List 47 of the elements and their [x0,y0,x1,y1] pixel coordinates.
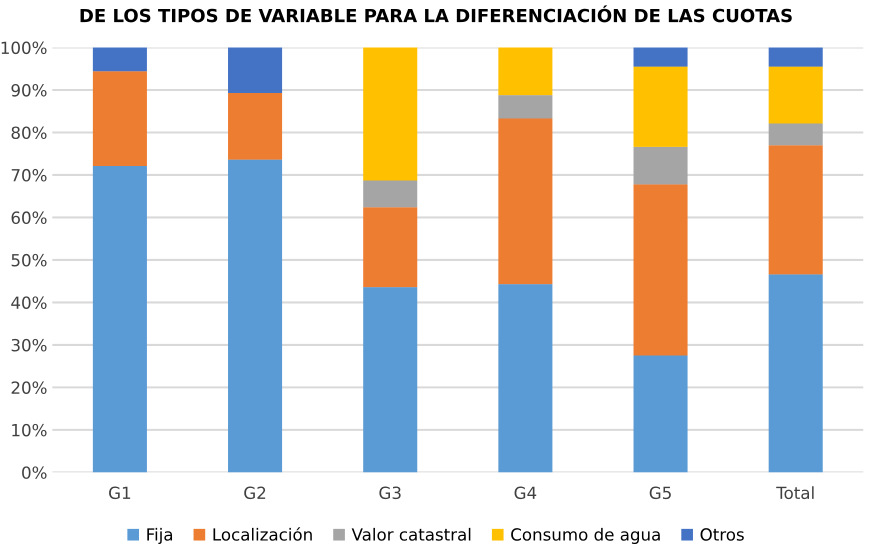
bar [363,48,418,180]
y-tick-label: 20% [12,381,47,394]
x-tick-label: G1 [109,486,130,500]
y-tick-label: 100% [2,41,47,54]
x-tick-label: G4 [514,486,536,500]
bar [498,284,552,472]
legend-label: Consumo de agua [511,528,660,544]
bar [768,124,823,146]
y-tick-label: 0% [22,466,47,479]
bar [768,274,823,472]
x-tick-label: G2 [244,486,266,500]
bar [363,207,418,288]
bar [634,66,688,147]
legend-label: Localización [214,527,312,541]
y-tick-label: 90% [11,84,47,97]
bar [228,92,282,160]
y-tick-label: 70% [12,168,47,182]
bar [228,48,282,93]
bar [92,71,147,166]
bar [768,48,823,67]
bar [634,184,688,356]
y-tick-label: 60% [12,211,47,224]
bar [768,145,823,274]
legend-label: Valor catastral [352,528,470,541]
y-tick-label: 10% [12,424,47,436]
bar [363,287,418,472]
y-tick-label: 80% [12,126,47,140]
y-tick-label: 50% [12,254,47,267]
bar [634,146,688,184]
legend-label: Otros [700,528,744,541]
bar [768,66,823,124]
y-tick-label: 30% [12,338,47,352]
legend-label: Fija [147,528,172,544]
x-tick-label: G5 [650,486,671,500]
y-tick-label: 40% [11,296,47,309]
bar [228,160,282,472]
bar [498,95,552,118]
bar [498,48,552,96]
chart-title: DE LOS TIPOS DE VARIABLE PARA LA DIFERENCIACIÓN DE LAS CUOTAS [80,5,792,22]
bar [92,48,147,72]
bar [634,356,688,472]
bar [363,180,418,208]
x-tick-label: G3 [379,486,401,500]
bar [498,118,552,284]
bar [634,48,688,67]
x-tick-label: Total [776,486,814,500]
bar [92,166,147,472]
